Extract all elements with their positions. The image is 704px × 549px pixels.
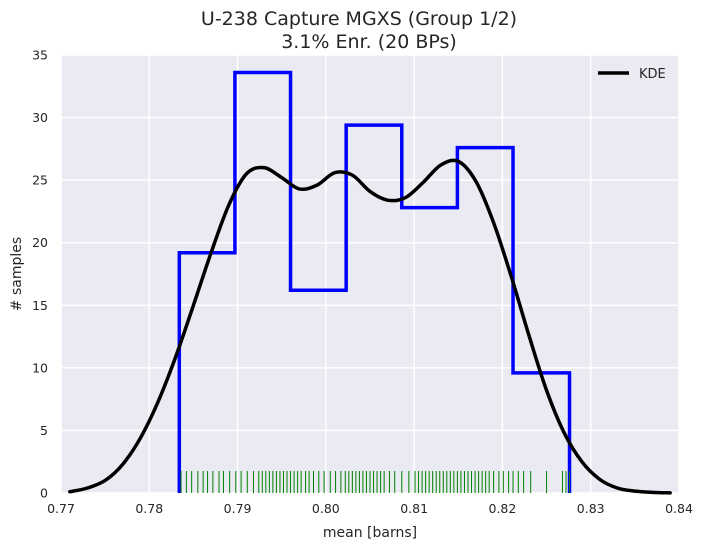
y-tick-label: 0 xyxy=(40,486,48,501)
x-tick-label: 0.81 xyxy=(400,501,428,516)
histogram-bin xyxy=(235,73,291,493)
y-tick-label: 35 xyxy=(32,48,48,63)
y-ticks: 0 5 10 15 20 25 30 35 xyxy=(32,48,48,501)
y-tick-label: 10 xyxy=(32,360,48,375)
x-tick-label: 0.84 xyxy=(665,501,693,516)
histogram-bin xyxy=(179,253,235,493)
rug-plot xyxy=(180,471,571,493)
x-tick-label: 0.80 xyxy=(312,501,340,516)
legend-kde-label: KDE xyxy=(639,67,666,82)
x-tick-label: 0.82 xyxy=(489,501,517,516)
y-tick-label: 30 xyxy=(32,110,48,125)
chart-title-line1: U-238 Capture MGXS (Group 1/2) xyxy=(201,8,517,30)
histogram-bin xyxy=(402,208,458,493)
y-tick-label: 25 xyxy=(32,173,48,188)
x-ticks: 0.77 0.78 0.79 0.80 0.81 0.82 0.83 0.84 xyxy=(47,501,693,516)
kde-curve xyxy=(68,158,672,495)
y-tick-label: 15 xyxy=(32,298,48,313)
y-axis-label: # samples xyxy=(9,237,25,311)
chart-title-line2: 3.1% Enr. (20 BPs) xyxy=(281,31,457,53)
legend: KDE xyxy=(598,67,666,82)
kde-curve-group xyxy=(68,158,672,495)
histogram-bin xyxy=(346,125,402,493)
x-tick-label: 0.78 xyxy=(135,501,163,516)
plot-area xyxy=(61,55,679,493)
histogram xyxy=(177,70,572,493)
histogram-bin xyxy=(291,290,347,493)
histogram-step-outline xyxy=(177,70,572,493)
x-tick-label: 0.83 xyxy=(577,501,605,516)
y-tick-label: 20 xyxy=(32,235,48,250)
histogram-bin xyxy=(513,373,570,493)
grid xyxy=(60,54,680,494)
y-tick-label: 5 xyxy=(40,423,48,438)
x-tick-label: 0.77 xyxy=(47,501,75,516)
x-axis-label: mean [barns] xyxy=(323,525,417,541)
x-tick-label: 0.79 xyxy=(224,501,252,516)
